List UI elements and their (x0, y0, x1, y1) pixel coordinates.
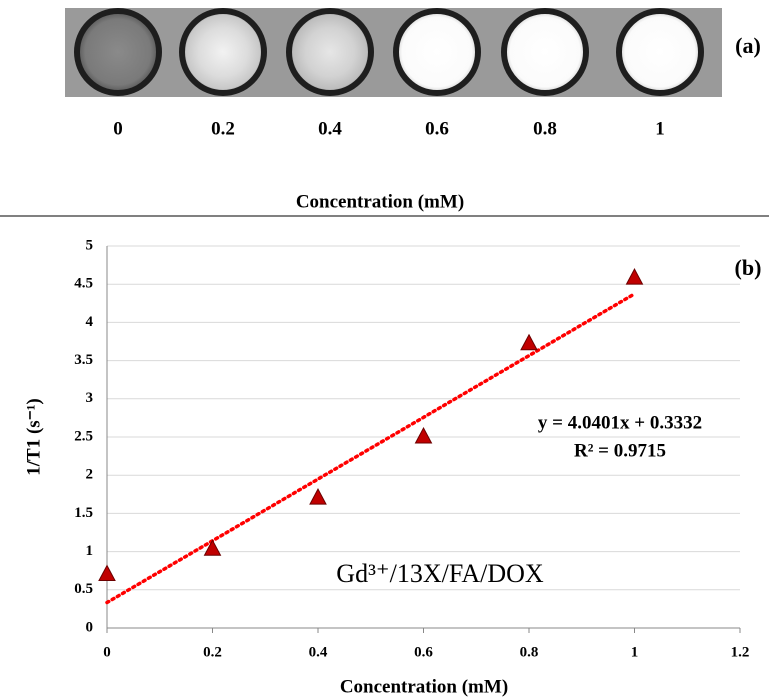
panel-label: (b) (735, 255, 762, 280)
marker (521, 335, 537, 350)
y-tick-label: 3 (86, 390, 94, 406)
y-tick-label: 2.5 (74, 428, 93, 444)
x-tick-label: 0.4 (309, 644, 328, 660)
y-tick-label: 5 (86, 237, 94, 253)
y-tick-label: 1.5 (74, 505, 93, 521)
phantom-well (504, 11, 586, 93)
concentration-label: 0.2 (211, 118, 235, 139)
x-tick-label: 1 (631, 644, 639, 660)
trendline-equation: y = 4.0401x + 0.3332 (538, 412, 702, 433)
y-tick-label: 0 (86, 619, 94, 635)
r-squared: R² = 0.9715 (574, 440, 666, 461)
panel-label: (a) (735, 33, 761, 58)
phantom-well (289, 11, 371, 93)
axis-label: Concentration (mM) (296, 191, 464, 212)
marker (99, 566, 115, 581)
x-tick-label: 0.2 (203, 644, 222, 660)
marker (416, 428, 432, 443)
figure: (a) Concentration (mM) (b) Concentration… (0, 0, 769, 699)
concentration-label: 0.4 (318, 118, 342, 139)
y-tick-label: 4.5 (74, 276, 93, 292)
y-tick-label: 3.5 (74, 352, 93, 368)
series-label: Gd³⁺/13X/FA/DOX (336, 559, 544, 588)
phantom-well (182, 11, 264, 93)
y-tick-label: 1 (86, 543, 94, 559)
concentration-label: 0.6 (425, 118, 449, 139)
x-tick-label: 1.2 (731, 644, 750, 660)
y-tick-label: 2 (86, 467, 94, 483)
concentration-label: 0.8 (533, 118, 557, 139)
x-tick-label: 0.6 (414, 644, 433, 660)
phantom-well (619, 11, 701, 93)
concentration-label: 1 (655, 118, 665, 139)
marker (310, 489, 326, 504)
y-tick-label: 0.5 (74, 581, 93, 597)
y-tick-label: 4 (86, 314, 94, 330)
concentration-label: 0 (113, 118, 123, 139)
x-tick-label: 0 (103, 644, 111, 660)
y-axis-label: 1/T1 (s⁻¹) (23, 398, 44, 475)
phantom-well (77, 11, 159, 93)
phantom-well (396, 11, 478, 93)
marker (627, 269, 643, 284)
phantom-image (65, 8, 722, 97)
trendline (107, 294, 635, 603)
x-axis-label: Concentration (mM) (340, 676, 508, 697)
x-tick-label: 0.8 (520, 644, 539, 660)
